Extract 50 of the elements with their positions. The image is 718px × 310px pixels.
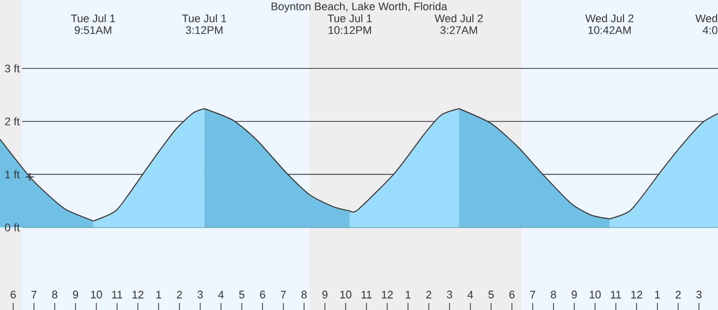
annotation: 4:0 [702, 26, 718, 34]
annotation: Wed Jul 2 [434, 14, 483, 22]
x-tick-label: 11 [362, 290, 372, 298]
x-tick-label: 5 [488, 290, 494, 298]
x-tick-label: 8 [52, 290, 58, 298]
x-tick-label: 12 [382, 290, 393, 298]
x-tick-label: 1 [655, 290, 660, 298]
x-tick-label: 4 [218, 290, 224, 298]
x-tick-label: 10 [590, 290, 601, 298]
annotation: 10:42AM [588, 26, 631, 34]
x-tick-label: 8 [550, 290, 556, 298]
x-tick-label: 1 [406, 290, 411, 298]
x-tick-label: 9 [322, 290, 328, 298]
x-tick-label: 10 [340, 290, 352, 298]
annotation: 10:12PM [328, 26, 371, 34]
x-tick-label: 7 [530, 290, 536, 298]
x-tick-label: 6 [10, 290, 16, 298]
x-tick-label: 6 [260, 290, 266, 298]
x-tick-label: 1 [156, 290, 162, 298]
x-tick-label: 11 [610, 290, 621, 298]
x-tick-label: 8 [302, 290, 307, 298]
x-tick-label: 5 [239, 290, 244, 298]
x-tick-label: 12 [132, 290, 144, 298]
annotation: Tue Jul 1 [182, 14, 226, 22]
x-tick-label: 6 [509, 290, 514, 298]
x-tick-label: 7 [31, 290, 36, 298]
x-tick-label: 2 [426, 290, 432, 298]
annotation: 3:27AM [440, 26, 477, 34]
y-tick-label: 3 ft [4, 64, 20, 72]
x-tick-label: 2 [676, 290, 681, 298]
x-tick-label: 4 [468, 290, 474, 298]
x-tick-label: 3 [198, 290, 203, 298]
annotation: Tue Jul 1 [71, 14, 116, 22]
y-tick-label: 2 ft [5, 117, 20, 126]
x-tick-label: 2 [176, 290, 182, 298]
annotation: 3:12PM [186, 26, 222, 34]
y-tick-label: 1 ft [5, 170, 20, 178]
x-tick-label: 3 [696, 290, 702, 298]
x-tick-label: 3 [446, 290, 452, 298]
x-tick-label: 11 [112, 290, 122, 298]
x-tick-label: 7 [280, 290, 286, 298]
chart-title: Boynton Beach, Lake Worth, Florida [272, 2, 448, 12]
x-tick-label: 12 [631, 290, 642, 298]
annotation: Wed Jul 2 [585, 14, 634, 22]
annotation: Tue Jul 1 [328, 14, 372, 22]
x-tick-label: 9 [72, 290, 78, 298]
x-tick-label: 10 [91, 290, 102, 298]
annotation: 9:51AM [74, 26, 112, 34]
x-tick-label: 9 [572, 290, 577, 298]
annotation: Wed [695, 14, 718, 22]
